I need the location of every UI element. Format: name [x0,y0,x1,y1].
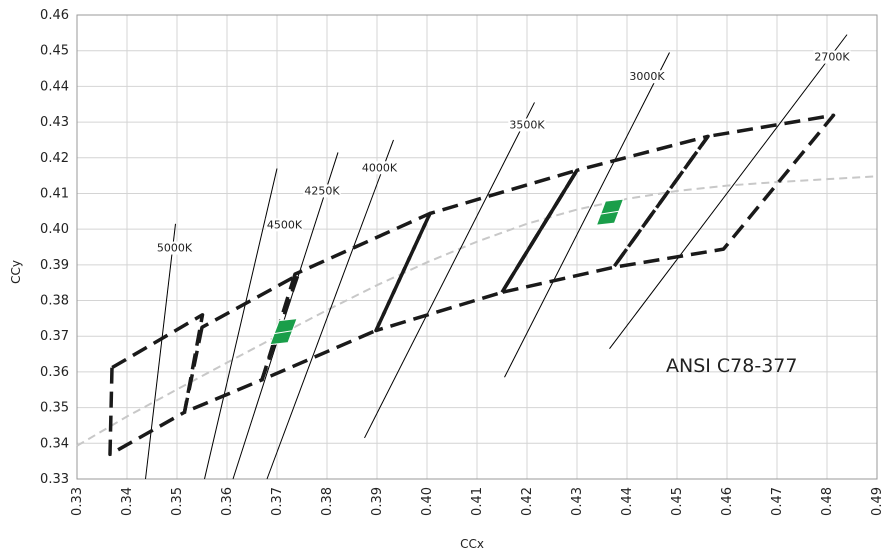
x-tick-label: 0.43 [570,487,585,516]
x-axis-label: CCx [460,537,484,551]
isotherm-4250K [232,152,339,480]
isotherm-2700K [609,34,848,350]
y-tick-label: 0.33 [40,472,69,487]
y-axis-label: CCy [9,260,23,284]
marker-3000K-inner-line [600,210,620,215]
planckian-locus-line [76,175,878,447]
y-tick-label: 0.45 [40,44,69,59]
standard-annotation: ANSI C78-377 [666,355,797,377]
tick-labels: 0.33 0.34 0.35 0.36 0.37 0.38 0.39 0.40 0.41 0.42… [40,8,881,516]
x-tick-label: 0.38 [320,487,335,516]
cct-label-2700K: 2700K [814,51,850,64]
x-tick-label: 0.34 [120,487,135,516]
markers [269,198,625,346]
x-tick-label: 0.47 [770,487,785,516]
x-tick-label: 0.40 [420,487,435,516]
isotherm-4000K [266,139,394,480]
y-tick-label: 0.44 [40,79,69,94]
y-tick-label: 0.37 [40,329,69,344]
y-tick-label: 0.41 [40,186,69,201]
cct-label-bg [155,241,194,255]
x-tick-label: 0.33 [70,487,85,516]
y-tick-label: 0.34 [40,436,69,451]
isotherm-lines [145,34,848,480]
x-tick-label: 0.49 [870,487,881,516]
plot-frame [76,14,878,480]
isotherm-5000K [145,223,176,480]
cct-label-5000K: 5000K [157,242,193,255]
y-tick-label: 0.40 [40,222,69,237]
cct-label-bg [303,184,341,198]
y-tick-label: 0.35 [40,401,69,416]
quadrangles [108,113,836,457]
quadrangle-3500K [374,168,579,333]
x-tick-label: 0.35 [170,487,185,516]
cct-label-4000K: 4000K [362,161,398,174]
quadrangle-2700K [611,113,836,270]
planckian-locus [76,175,878,447]
isotherm-3500K [364,102,535,439]
marker-4500K-inner-line [273,330,294,335]
x-tick-label: 0.37 [270,487,285,516]
cct-label-3000K: 3000K [629,70,665,83]
x-tick-label: 0.41 [470,487,485,516]
y-tick-label: 0.39 [40,258,69,273]
y-tick-label: 0.43 [40,115,69,130]
grid [76,14,878,480]
y-tick-label: 0.42 [40,151,69,166]
x-tick-label: 0.36 [220,487,235,516]
cct-label-4500K: 4500K [267,218,303,231]
cct-label-bg [360,161,399,175]
cct-label-bg [628,70,666,84]
quadrangle-solid-edge [500,169,579,294]
isotherm-3000K [504,52,670,378]
x-tick-label: 0.45 [670,487,685,516]
x-tick-label: 0.39 [370,487,385,516]
cct-label-3500K: 3500K [509,118,545,131]
x-tick-label: 0.46 [720,487,735,516]
quadrangle-3000K [500,134,710,295]
isotherm-4500K [204,168,278,480]
cct-label-bg [813,50,851,64]
cct-label-bg [265,218,304,232]
y-tick-label: 0.36 [40,365,69,380]
cct-labels: 5000K 4500K 4250K 4000K 3500K 3000K 2700K [155,50,851,255]
x-tick-label: 0.44 [620,487,635,516]
x-tick-label: 0.42 [520,487,535,516]
y-tick-label: 0.38 [40,294,69,309]
x-tick-label: 0.48 [820,487,835,516]
cct-label-4250K: 4250K [304,184,340,197]
y-tick-label: 0.46 [40,8,69,23]
cct-label-bg [508,118,546,132]
